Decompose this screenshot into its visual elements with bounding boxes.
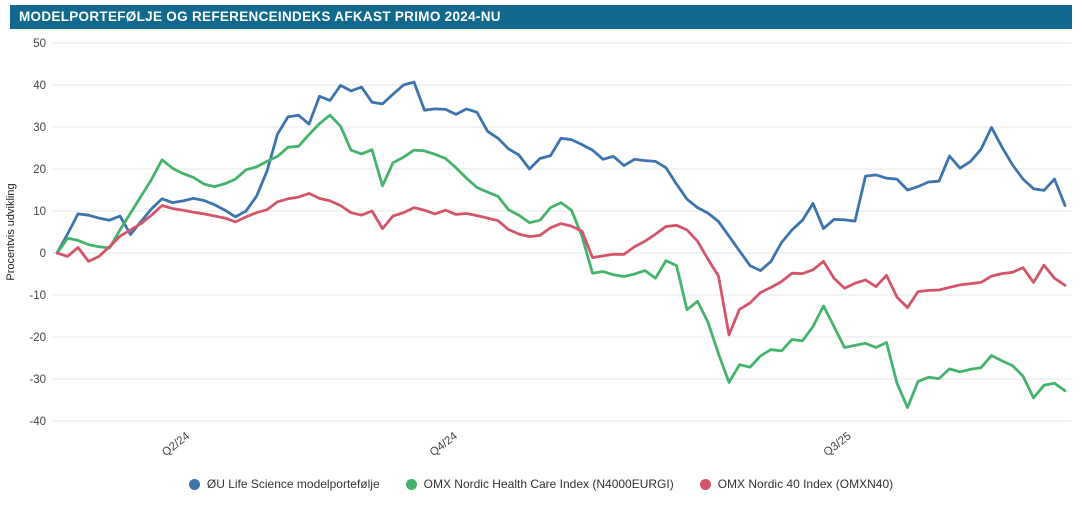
y-tick-label: 20 (33, 164, 46, 176)
chart-title-bar: MODELPORTEFØLJE OG REFERENCEINDEKS AFKAS… (10, 5, 1072, 29)
y-tick-label: 0 (40, 248, 46, 260)
legend-item-modelportefolje[interactable]: ØU Life Science modelportefølje (188, 477, 380, 491)
legend-item-omxn40[interactable]: OMX Nordic 40 Index (OMXN40) (699, 477, 894, 491)
legend-dot-green-icon (405, 478, 417, 490)
legend-dot-red-icon (699, 478, 711, 490)
performance-line-chart[interactable]: 50 40 30 20 10 0 -10 -20 -30 -40 Procentvis udvikl… (0, 30, 1082, 475)
legend-label: ØU Life Science modelportefølje (206, 477, 380, 491)
chart-legend: ØU Life Science modelportefølje OMX Nord… (0, 477, 1082, 491)
legend-dot-blue-icon (188, 478, 200, 490)
y-tick-label: -20 (29, 332, 46, 344)
series-line-1[interactable] (55, 113, 1067, 410)
legend-label: OMX Nordic Health Care Index (N4000EURGI… (423, 477, 674, 491)
y-tick-label: -40 (29, 416, 46, 428)
series-line-2[interactable] (55, 191, 1067, 337)
gridlines (53, 42, 1071, 422)
y-axis-tick-labels: 50 40 30 20 10 0 -10 -20 -30 -40 (29, 38, 46, 428)
y-axis-title: Procentvis udvikling (5, 183, 17, 280)
x-tick-label: Q4/24 (428, 430, 461, 459)
y-tick-label: 40 (33, 80, 46, 92)
y-tick-label: -10 (29, 290, 46, 302)
chart-title: MODELPORTEFØLJE OG REFERENCEINDEKS AFKAS… (19, 9, 501, 24)
x-axis-tick-labels: Q2/24 Q4/24 Q3/25 (160, 430, 854, 459)
x-tick-label: Q2/24 (160, 430, 193, 459)
series-line-0[interactable] (55, 80, 1067, 273)
y-tick-label: -30 (29, 374, 46, 386)
legend-item-health-care-index[interactable]: OMX Nordic Health Care Index (N4000EURGI… (405, 477, 674, 491)
legend-label: OMX Nordic 40 Index (OMXN40) (717, 477, 894, 491)
y-tick-label: 50 (33, 38, 46, 50)
x-tick-label: Q3/25 (822, 430, 854, 459)
y-tick-label: 10 (33, 206, 46, 218)
y-tick-label: 30 (33, 122, 46, 134)
chart-area: 50 40 30 20 10 0 -10 -20 -30 -40 Procentvis udvikl… (0, 30, 1082, 475)
